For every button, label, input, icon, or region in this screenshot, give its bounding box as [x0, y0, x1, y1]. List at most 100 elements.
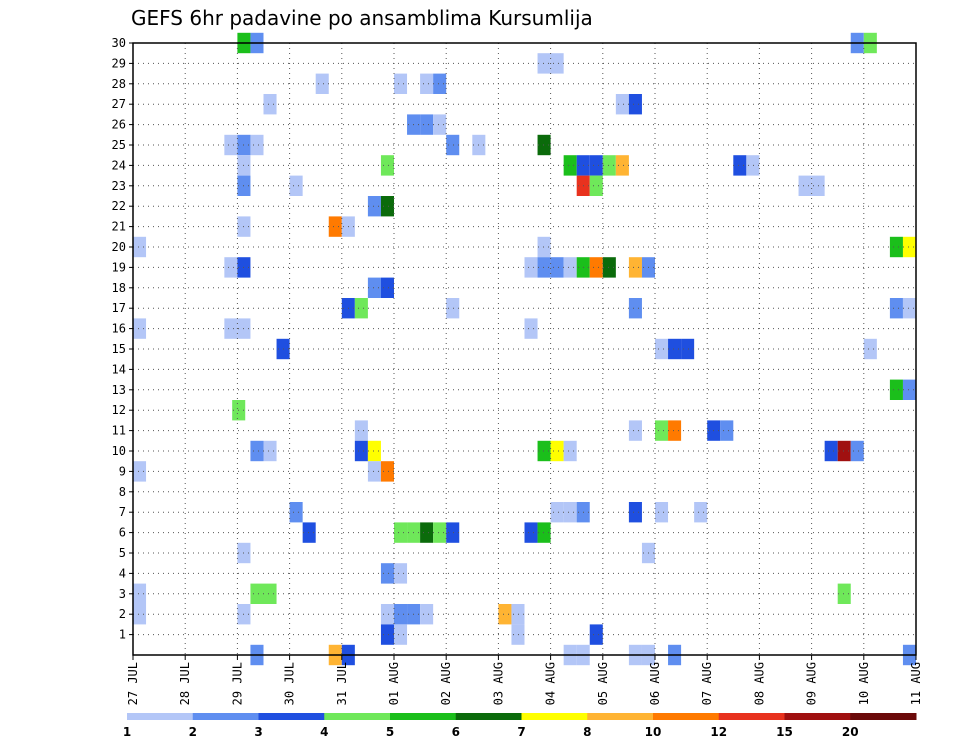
x-tick-label: 09 AUG	[805, 662, 819, 705]
precip-cell	[602, 257, 616, 278]
precip-cell	[433, 73, 447, 94]
precip-cell	[628, 257, 642, 278]
y-tick-label: 18	[112, 281, 126, 295]
precip-cell	[589, 155, 603, 176]
precip-cell	[563, 440, 577, 462]
precip-cell	[902, 236, 916, 258]
precip-cell	[380, 196, 394, 217]
x-tick-label: 03 AUG	[491, 662, 505, 705]
precip-cell	[394, 563, 408, 584]
precip-cell	[537, 236, 551, 258]
precip-cell	[380, 563, 394, 584]
precip-cell	[824, 440, 838, 462]
colorbar-swatch	[587, 713, 654, 720]
x-tick-label: 28 JUL	[178, 662, 192, 705]
x-tick-label: 31 JUL	[335, 662, 349, 705]
precip-cell	[720, 420, 734, 441]
colorbar-label: 15	[776, 725, 793, 739]
y-tick-label: 25	[112, 138, 126, 152]
precip-cell	[394, 624, 408, 645]
precip-cell	[733, 155, 747, 176]
colorbar-swatch	[718, 713, 785, 720]
y-tick-label: 26	[112, 118, 126, 132]
x-tick-label: 06 AUG	[648, 662, 662, 705]
precip-cell	[367, 440, 381, 462]
precip-cell	[537, 257, 551, 278]
precip-cell	[563, 502, 577, 523]
precip-cell	[328, 216, 342, 237]
precip-cell	[628, 420, 642, 441]
precip-cell	[433, 114, 447, 135]
y-tick-label: 19	[112, 260, 126, 274]
colorbar-label: 6	[452, 725, 460, 739]
precip-cell	[655, 420, 669, 441]
precip-cell	[550, 502, 564, 523]
y-tick-label: 16	[112, 322, 126, 336]
precip-cell	[133, 604, 147, 625]
x-tick-label: 04 AUG	[544, 662, 558, 705]
precip-cell	[354, 420, 368, 441]
y-axis: 1234567891011121314151617181920212223242…	[112, 36, 133, 642]
precip-cell	[902, 298, 916, 319]
precip-cell	[628, 502, 642, 523]
precip-cell	[863, 338, 877, 360]
precip-cell	[380, 277, 394, 298]
precip-cell	[250, 583, 264, 604]
colorbar-swatch	[455, 713, 522, 720]
precip-cell	[628, 94, 642, 115]
y-tick-label: 28	[112, 77, 126, 91]
precip-cell	[537, 134, 551, 156]
y-tick-label: 3	[119, 587, 126, 601]
precip-cell	[511, 604, 525, 625]
precip-cell	[380, 624, 394, 645]
colorbar-label: 2	[189, 725, 197, 739]
precip-cell	[446, 134, 460, 156]
y-tick-label: 1	[119, 628, 126, 642]
x-tick-label: 27 JUL	[126, 662, 140, 705]
precip-cell	[550, 53, 564, 74]
precip-cell	[380, 604, 394, 625]
precip-cell	[537, 440, 551, 462]
precip-cell	[615, 155, 629, 176]
precip-cell	[394, 604, 408, 625]
precip-cell	[668, 338, 682, 360]
precip-cell	[563, 257, 577, 278]
colorbar-label: 10	[645, 725, 662, 739]
precip-cell	[420, 73, 434, 94]
precip-cell	[133, 236, 147, 258]
precip-cell	[563, 155, 577, 176]
precip-cell	[537, 522, 551, 543]
precip-cell	[315, 73, 329, 94]
y-tick-label: 23	[112, 179, 126, 193]
x-tick-label: 08 AUG	[752, 662, 766, 705]
y-tick-label: 11	[112, 424, 126, 438]
precip-cell	[354, 298, 368, 319]
precip-cell	[655, 338, 669, 360]
colorbar-label: 7	[517, 725, 525, 739]
precip-cell	[420, 522, 434, 543]
precip-cell	[367, 196, 381, 217]
colorbar-label: 3	[254, 725, 262, 739]
precip-cell	[668, 420, 682, 441]
precip-cell	[550, 440, 564, 462]
precip-cell	[837, 440, 851, 462]
y-tick-label: 2	[119, 607, 126, 621]
y-tick-label: 4	[119, 566, 126, 580]
precip-cell	[394, 522, 408, 543]
precip-cell	[615, 94, 629, 115]
precip-cell	[263, 583, 277, 604]
colorbar-swatch	[127, 713, 194, 720]
precip-cell	[628, 298, 642, 319]
colorbar-swatch	[653, 713, 720, 720]
y-tick-label: 5	[119, 546, 126, 560]
x-tick-label: 10 AUG	[857, 662, 871, 705]
colorbar-swatch	[390, 713, 457, 720]
precip-cell	[889, 298, 903, 319]
colorbar-label: 4	[320, 725, 328, 739]
precip-cell	[263, 94, 277, 115]
precip-cell	[550, 257, 564, 278]
y-tick-label: 10	[112, 444, 126, 458]
precip-cell	[446, 522, 460, 543]
precip-cell	[524, 318, 538, 339]
